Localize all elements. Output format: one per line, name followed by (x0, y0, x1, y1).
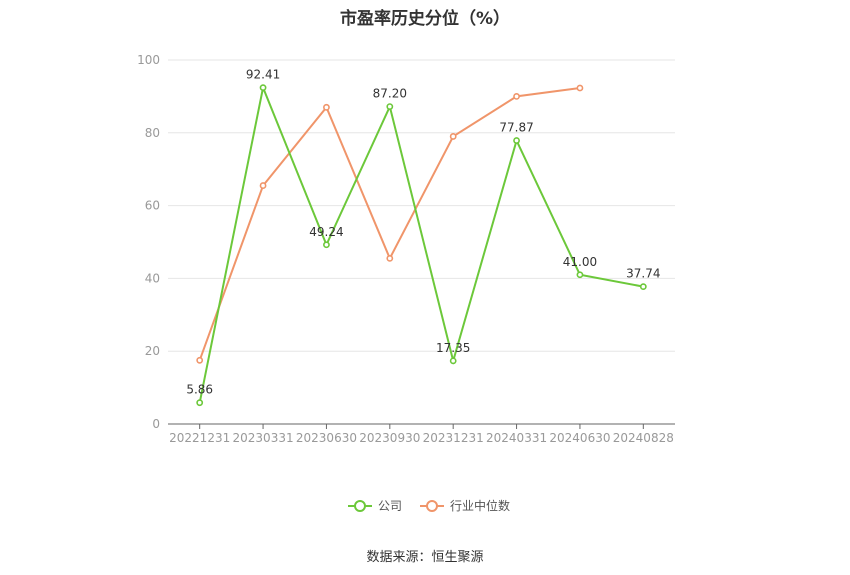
data-point (259, 182, 267, 189)
legend-marker-0 (354, 500, 366, 512)
data-label: 77.87 (499, 121, 533, 135)
x-tick-label: 20240331 (486, 431, 547, 445)
legend-label-0: 公司 (378, 499, 402, 513)
data-point (576, 271, 584, 279)
data-point (513, 93, 520, 100)
data-point (449, 357, 457, 365)
data-label: 87.20 (373, 87, 407, 101)
data-label: 49.24 (309, 225, 343, 239)
data-point (323, 241, 330, 249)
grid (168, 59, 675, 352)
data-point (323, 103, 330, 111)
y-tick-label: 40 (145, 271, 160, 285)
data-label: 41.00 (563, 255, 597, 269)
data-label: 37.74 (626, 267, 660, 281)
data-point (449, 133, 457, 140)
data-point (639, 283, 647, 291)
y-tick-label: 60 (145, 199, 160, 213)
data-label: 5.86 (186, 383, 213, 397)
x-axis: 20221231 20230331 20230630 20230930 20231231… (168, 423, 675, 445)
source-note: 数据来源：恒生聚源 (366, 550, 484, 565)
data-point (259, 84, 267, 92)
legend: 公司 行业中位数 (348, 498, 510, 513)
data-label: 92.41 (246, 68, 280, 82)
data-labels: 5.86 92.41 49.24 87.20 17.35 77.87 41.00 37.74 (186, 68, 660, 397)
data-point (386, 103, 394, 110)
y-tick-label: 100 (137, 53, 160, 67)
data-point (576, 84, 584, 92)
legend-marker-1 (426, 500, 438, 512)
series-line-0 (198, 84, 644, 403)
data-point (386, 254, 394, 262)
series-layer (196, 84, 647, 407)
x-tick-label: 20221231 (169, 431, 230, 445)
y-tick-label: 80 (145, 126, 160, 140)
data-point (513, 137, 520, 144)
x-tick-label: 20230630 (296, 431, 357, 445)
chart-title: 市盈率历史分位（%） (339, 9, 511, 29)
x-tick-label: 20231231 (423, 431, 484, 445)
x-tick-label: 20230331 (233, 431, 294, 445)
x-tick-label: 20240828 (613, 431, 674, 445)
legend-label-1: 行业中位数 (450, 498, 510, 513)
data-point (196, 399, 204, 407)
y-tick-label: 20 (145, 344, 160, 358)
y-tick-label: 0 (152, 417, 160, 431)
data-label: 17.35 (436, 341, 470, 355)
data-point (196, 356, 204, 364)
x-tick-label: 20230930 (359, 431, 420, 445)
x-tick-label: 20240630 (549, 431, 610, 445)
y-axis: 0 20 40 60 80 100 (137, 53, 160, 431)
